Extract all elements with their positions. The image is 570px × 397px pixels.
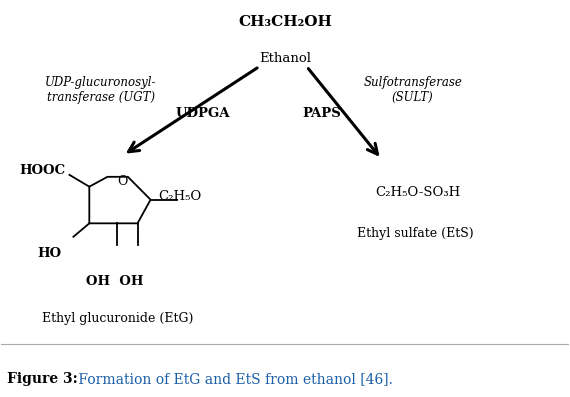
- Text: Ethyl glucuronide (EtG): Ethyl glucuronide (EtG): [42, 312, 193, 325]
- Text: O: O: [117, 175, 127, 188]
- Text: Ethanol: Ethanol: [259, 52, 311, 65]
- Text: Sulfotransferase
(SULT): Sulfotransferase (SULT): [363, 76, 462, 104]
- Text: Formation of EtG and EtS from ethanol [46].: Formation of EtG and EtS from ethanol [4…: [74, 372, 393, 386]
- Text: Figure 3:: Figure 3:: [7, 372, 78, 386]
- Text: OH  OH: OH OH: [86, 275, 144, 288]
- Text: PAPS: PAPS: [303, 107, 341, 120]
- Text: UDPGA: UDPGA: [176, 107, 230, 120]
- Text: CH₃CH₂OH: CH₃CH₂OH: [238, 15, 332, 29]
- Text: C₂H₅O: C₂H₅O: [158, 190, 202, 203]
- Text: C₂H₅O-SO₃H: C₂H₅O-SO₃H: [376, 186, 461, 199]
- Text: HO: HO: [38, 247, 62, 260]
- Text: UDP-glucuronosyl-
transferase (UGT): UDP-glucuronosyl- transferase (UGT): [45, 76, 156, 104]
- Text: HOOC: HOOC: [19, 164, 66, 177]
- Text: Ethyl sulfate (EtS): Ethyl sulfate (EtS): [357, 227, 474, 241]
